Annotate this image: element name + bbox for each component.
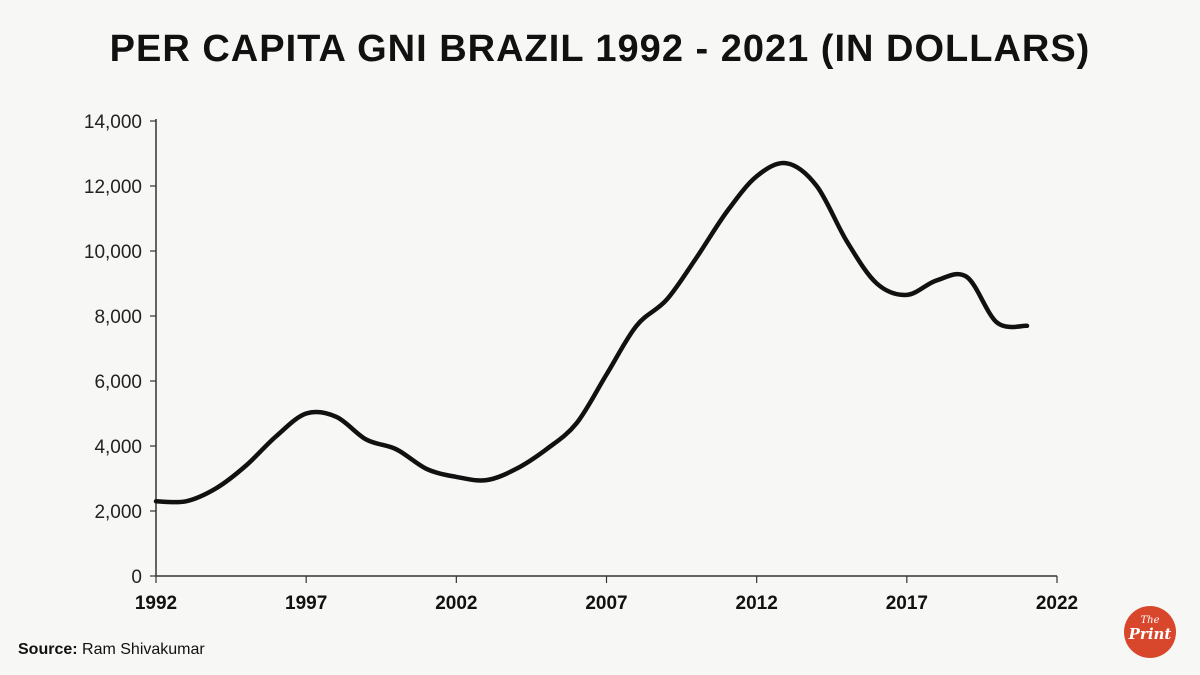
x-tick-label: 2017 [886, 593, 928, 614]
x-tick-label: 2012 [736, 593, 778, 614]
source-note: Source: Ram Shivakumar [18, 641, 205, 659]
y-tick-label: 0 [131, 567, 142, 588]
x-tick-label: 1992 [135, 593, 177, 614]
y-tick-label: 8,000 [94, 307, 142, 328]
y-tick-label: 2,000 [94, 502, 142, 523]
chart-title: PER CAPITA GNI BRAZIL 1992 - 2021 (IN DO… [109, 28, 1091, 70]
logo-print-text: Print [1128, 625, 1172, 643]
y-tick-label: 6,000 [94, 372, 142, 393]
theprint-logo: The Print [1124, 606, 1176, 658]
x-tick-label: 1997 [285, 593, 327, 614]
source-label: Source: [18, 641, 78, 658]
x-tick-label: 2007 [585, 593, 627, 614]
y-tick-label: 14,000 [84, 112, 142, 133]
y-tick-label: 4,000 [94, 437, 142, 458]
y-tick-label: 10,000 [84, 242, 142, 263]
source-text: Ram Shivakumar [82, 641, 205, 658]
y-tick-label: 12,000 [84, 177, 142, 198]
x-tick-label: 2002 [435, 593, 477, 614]
series-line [153, 160, 1030, 505]
logo-the-text: The [1140, 615, 1160, 626]
x-tick-label: 2022 [1036, 593, 1078, 614]
